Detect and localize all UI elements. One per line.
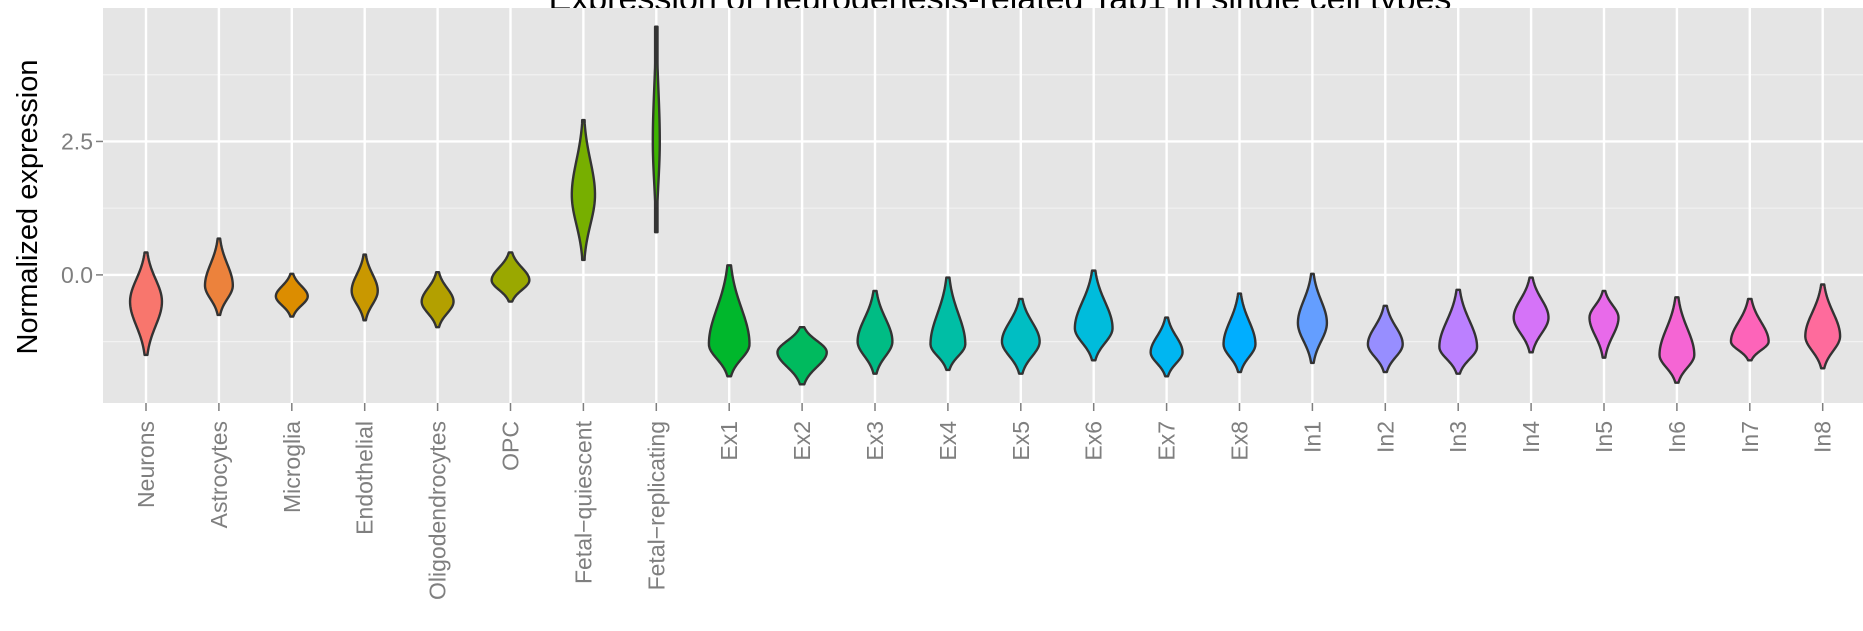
x-tick-label: Ex6: [1081, 421, 1107, 461]
x-axis-ticks: Neurons Astrocytes Microglia Endothelial Oli…: [133, 403, 1836, 600]
x-tick-label: In7: [1737, 421, 1763, 453]
x-tick-label: Ex4: [935, 421, 961, 461]
y-axis-title: Normalized expression: [12, 60, 44, 355]
violin-in7: [1729, 297, 1770, 362]
x-tick-label: In2: [1372, 421, 1398, 453]
x-tick-label: In1: [1299, 421, 1325, 453]
violins-layer: [128, 25, 1842, 386]
x-tick-label: Fetal−quiescent: [570, 420, 596, 584]
violin-ex2: [776, 326, 828, 386]
violin-fetal-quiescent: [570, 118, 597, 262]
violin-ex1: [707, 264, 751, 378]
x-tick-label: Ex1: [716, 421, 742, 461]
violin-astrocytes: [203, 237, 234, 317]
plot-panel: [103, 8, 1863, 403]
violin-ex5: [1000, 297, 1041, 375]
violin-ex4: [929, 276, 967, 372]
violin-in4: [1512, 276, 1550, 354]
x-tick-label: In8: [1810, 421, 1836, 453]
y-tick-label: 0.0: [61, 262, 93, 288]
violin-ex7: [1149, 316, 1184, 378]
x-tick-label: In3: [1445, 421, 1471, 453]
violin-in5: [1588, 289, 1620, 359]
violin-ex3: [856, 289, 894, 375]
x-tick-label: Ex2: [789, 421, 815, 461]
violin-fetal-replicating: [651, 25, 661, 234]
violin-in3: [1438, 288, 1479, 375]
violin-in8: [1804, 283, 1842, 370]
violin-ex8: [1222, 292, 1257, 374]
x-tick-label: Fetal−replicating: [643, 421, 669, 590]
x-tick-label: Ex5: [1008, 421, 1034, 461]
x-tick-label: Neurons: [133, 421, 159, 508]
x-tick-label: Ex3: [862, 421, 888, 461]
violin-microglia: [274, 272, 309, 318]
violin-opc: [490, 251, 531, 303]
y-tick-label: 2.5: [61, 128, 93, 154]
x-tick-label: Ex7: [1154, 421, 1180, 461]
x-tick-label: Astrocytes: [206, 421, 232, 528]
x-tick-label: Microglia: [279, 421, 305, 513]
violin-in1: [1296, 272, 1329, 365]
violin-in6: [1658, 296, 1696, 384]
x-tick-label: In6: [1664, 421, 1690, 453]
x-tick-label: In4: [1518, 421, 1544, 453]
violin-ex6: [1073, 269, 1114, 362]
violin-oligodendrocytes: [420, 271, 455, 329]
violin-neurons: [128, 251, 164, 357]
x-tick-label: Ex8: [1227, 421, 1253, 461]
x-tick-label: Endothelial: [352, 421, 378, 535]
x-tick-label: OPC: [498, 421, 524, 471]
violin-in2: [1366, 304, 1404, 374]
minor-gridlines: [103, 74, 1863, 343]
x-tick-label: Oligodendrocytes: [425, 421, 451, 600]
violin-endothelial: [350, 253, 379, 322]
y-axis-ticks: 0.0 2.5: [61, 128, 103, 288]
x-tick-label: In5: [1591, 421, 1617, 453]
